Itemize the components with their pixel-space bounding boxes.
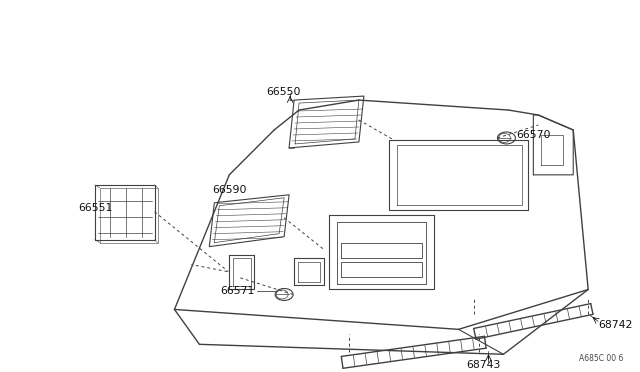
- Text: 66551: 66551: [77, 203, 112, 213]
- Text: 66590: 66590: [212, 185, 247, 195]
- Text: 66571: 66571: [220, 286, 254, 296]
- Text: 68742: 68742: [598, 320, 632, 330]
- Text: 66570: 66570: [516, 130, 551, 140]
- Text: 66550: 66550: [266, 87, 301, 97]
- Text: A685C 00 6: A685C 00 6: [579, 354, 623, 363]
- Text: 68743: 68743: [467, 360, 501, 370]
